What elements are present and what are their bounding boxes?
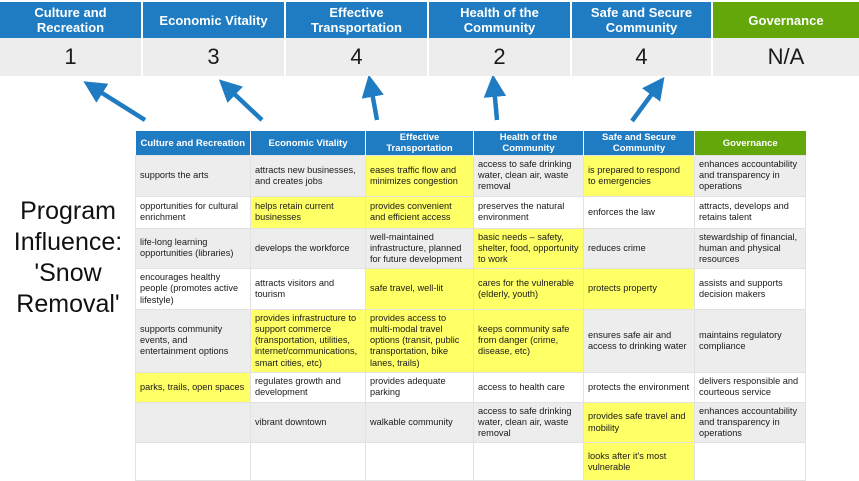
matrix-cell: provides access to multi-modal travel op… bbox=[365, 308, 474, 373]
matrix-cell: access to safe drinking water, clean air… bbox=[473, 401, 584, 444]
scorecard-header-safe-and-secure-community: Safe and Secure Community bbox=[572, 2, 713, 38]
matrix-cell: helps retain current businesses bbox=[250, 195, 366, 229]
matrix-cell: vibrant downtown bbox=[250, 401, 366, 444]
matrix-row: encourages healthy people (promotes acti… bbox=[135, 268, 806, 310]
influence-arrows-group bbox=[83, 76, 665, 123]
program-influence-line-4: Removal' bbox=[16, 290, 120, 318]
matrix-cell: provides adequate parking bbox=[365, 371, 474, 403]
arrow-economic-vitality bbox=[218, 79, 264, 122]
matrix-row: life-long learning opportunities (librar… bbox=[135, 227, 806, 270]
matrix-cell: ensures safe air and access to drinking … bbox=[583, 308, 695, 373]
matrix-column-header-safe-and-secure-community: Safe and Secure Community bbox=[583, 131, 695, 156]
matrix-column-header-effective-transportation: Effective Transportation bbox=[365, 131, 474, 156]
scorecard-score-governance: N/A bbox=[713, 38, 859, 76]
matrix-cell: enforces the law bbox=[583, 195, 695, 229]
scorecard-header-governance: Governance bbox=[713, 2, 859, 38]
arrow-safe-and-secure-community bbox=[630, 76, 665, 123]
matrix-cell: enhances accountability and transparency… bbox=[694, 155, 806, 197]
matrix-cell: well-maintained infrastructure, planned … bbox=[365, 227, 474, 270]
matrix-cell: is prepared to respond to emergencies bbox=[583, 155, 695, 197]
matrix-cell: protects property bbox=[583, 268, 695, 310]
matrix-cell: access to health care bbox=[473, 371, 584, 403]
matrix-cell-empty bbox=[473, 442, 584, 481]
program-influence-matrix: Culture and Recreation Economic Vitality E… bbox=[135, 131, 806, 481]
matrix-row: supports the arts attracts new businesses… bbox=[135, 155, 806, 197]
matrix-cell: delivers responsible and courteous servi… bbox=[694, 371, 806, 403]
scorecard-summary-bar: Culture and Recreation Economic Vitality E… bbox=[0, 0, 859, 76]
matrix-cell: safe travel, well-lit bbox=[365, 268, 474, 310]
matrix-header-row: Culture and Recreation Economic Vitality E… bbox=[135, 131, 806, 156]
matrix-cell: encourages healthy people (promotes acti… bbox=[135, 268, 251, 310]
scorecard-header-culture-and-recreation: Culture and Recreation bbox=[0, 2, 143, 38]
matrix-row: opportunities for cultural enrichment hel… bbox=[135, 195, 806, 229]
matrix-cell: access to safe drinking water, clean air… bbox=[473, 155, 584, 197]
matrix-cell: develops the workforce bbox=[250, 227, 366, 270]
matrix-cell: maintains regulatory compliance bbox=[694, 308, 806, 373]
matrix-cell-empty bbox=[365, 442, 474, 481]
matrix-cell: cares for the vulnerable (elderly, youth… bbox=[473, 268, 584, 310]
matrix-cell: attracts new businesses, and creates job… bbox=[250, 155, 366, 197]
matrix-cell: preserves the natural environment bbox=[473, 195, 584, 229]
scorecard-value-row: 1 3 4 2 4 N/A bbox=[0, 38, 859, 76]
matrix-column-header-health-of-the-community: Health of the Community bbox=[473, 131, 584, 156]
matrix-cell: assists and supports decision makers bbox=[694, 268, 806, 310]
matrix-row: looks after it's most vulnerable bbox=[135, 442, 806, 481]
matrix-cell: supports community events, and entertain… bbox=[135, 308, 251, 373]
scorecard-header-economic-vitality: Economic Vitality bbox=[143, 2, 286, 38]
scorecard-score-effective-transportation: 4 bbox=[286, 38, 429, 76]
scorecard-score-health-of-the-community: 2 bbox=[429, 38, 572, 76]
matrix-cell-empty bbox=[135, 401, 251, 444]
matrix-cell: enhances accountability and transparency… bbox=[694, 401, 806, 444]
matrix-cell: keeps community safe from danger (crime,… bbox=[473, 308, 584, 373]
scorecard-header-health-of-the-community: Health of the Community bbox=[429, 2, 572, 38]
matrix-cell: provides convenient and efficient access bbox=[365, 195, 474, 229]
matrix-body: supports the arts attracts new businesses… bbox=[135, 155, 806, 481]
program-influence-label: Program Influence: 'Snow Removal' bbox=[2, 196, 134, 320]
program-influence-line-2: Influence: bbox=[13, 228, 123, 256]
program-influence-line-1: Program bbox=[20, 197, 116, 225]
matrix-column-header-economic-vitality: Economic Vitality bbox=[250, 131, 366, 156]
matrix-cell: parks, trails, open spaces bbox=[135, 371, 251, 403]
matrix-cell: attracts, develops and retains talent bbox=[694, 195, 806, 229]
matrix-cell: walkable community bbox=[365, 401, 474, 444]
matrix-column-header-culture-and-recreation: Culture and Recreation bbox=[135, 131, 251, 156]
scorecard-score-culture-and-recreation: 1 bbox=[0, 38, 143, 76]
scorecard-score-safe-and-secure-community: 4 bbox=[572, 38, 713, 76]
matrix-cell: regulates growth and development bbox=[250, 371, 366, 403]
matrix-row: parks, trails, open spaces regulates grow… bbox=[135, 371, 806, 403]
scorecard-header-row: Culture and Recreation Economic Vitality E… bbox=[0, 2, 859, 38]
scorecard-score-economic-vitality: 3 bbox=[143, 38, 286, 76]
matrix-cell: attracts visitors and tourism bbox=[250, 268, 366, 310]
arrow-effective-transportation bbox=[361, 76, 384, 121]
arrow-health-of-the-community bbox=[483, 76, 507, 121]
matrix-cell: protects the environment bbox=[583, 371, 695, 403]
arrow-culture-and-recreation bbox=[83, 81, 147, 122]
matrix-cell: opportunities for cultural enrichment bbox=[135, 195, 251, 229]
matrix-cell: basic needs – safety, shelter, food, opp… bbox=[473, 227, 584, 270]
matrix-cell: supports the arts bbox=[135, 155, 251, 197]
matrix-column-header-governance: Governance bbox=[694, 131, 806, 156]
matrix-cell: stewardship of financial, human and phys… bbox=[694, 227, 806, 270]
scorecard-header-effective-transportation: Effective Transportation bbox=[286, 2, 429, 38]
matrix-cell: provides safe travel and mobility bbox=[583, 401, 695, 444]
matrix-cell-empty bbox=[694, 442, 806, 481]
matrix-cell: life-long learning opportunities (librar… bbox=[135, 227, 251, 270]
matrix-cell: reduces crime bbox=[583, 227, 695, 270]
matrix-row: supports community events, and entertain… bbox=[135, 308, 806, 373]
matrix-cell: provides infrastructure to support comme… bbox=[250, 308, 366, 373]
matrix-cell-empty bbox=[135, 442, 251, 481]
matrix-header: Culture and Recreation Economic Vitality E… bbox=[135, 131, 806, 156]
matrix-row: vibrant downtown walkable community access… bbox=[135, 401, 806, 444]
matrix-cell-empty bbox=[250, 442, 366, 481]
program-influence-line-3: 'Snow bbox=[34, 259, 102, 287]
matrix-cell: looks after it's most vulnerable bbox=[583, 442, 695, 481]
matrix-cell: eases traffic flow and minimizes congest… bbox=[365, 155, 474, 197]
